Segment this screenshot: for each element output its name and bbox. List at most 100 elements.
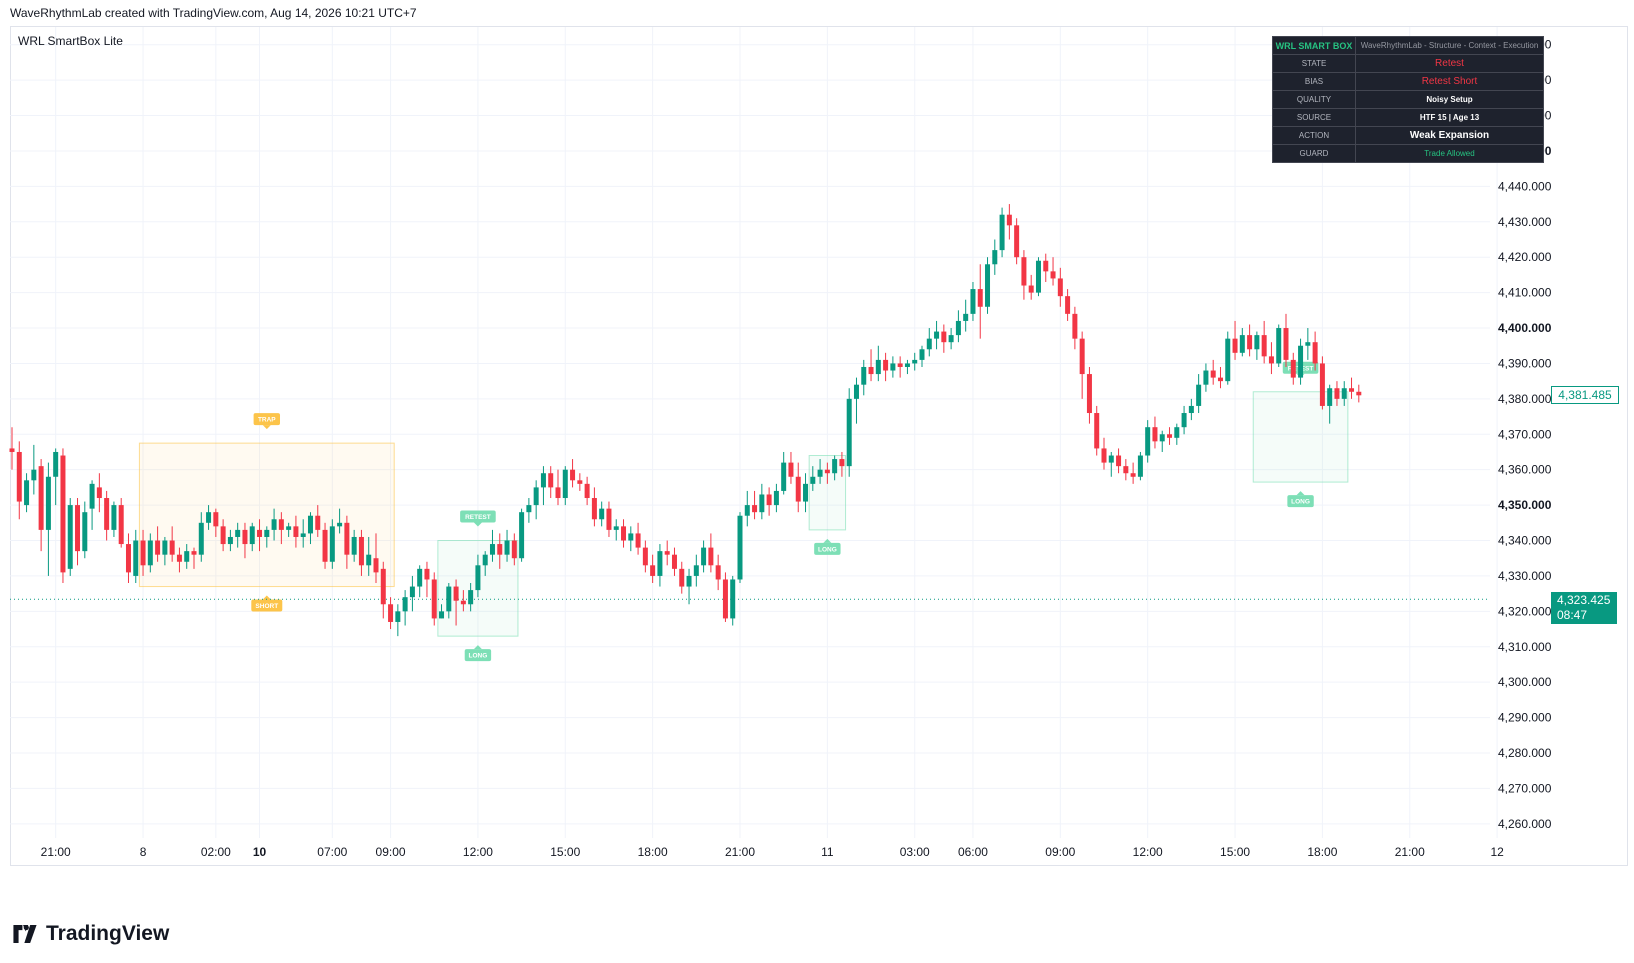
candle-body — [526, 505, 532, 513]
candle-body — [606, 508, 612, 530]
candle-body — [577, 480, 583, 484]
candle-up — [730, 575, 736, 626]
candle-body — [1079, 338, 1085, 375]
candle-body — [504, 540, 510, 555]
candle-up — [45, 462, 51, 576]
candle-body — [460, 600, 466, 605]
candle-up — [1298, 338, 1304, 385]
candle-up — [206, 505, 212, 530]
candle-up — [439, 604, 445, 619]
candle-up — [912, 352, 918, 371]
candle-down — [1079, 331, 1085, 399]
candle-up — [307, 512, 313, 545]
candle-down — [839, 451, 845, 477]
candle-up — [853, 377, 859, 424]
chart-pane[interactable] — [10, 26, 1628, 866]
candle-up — [1108, 451, 1114, 477]
candle-body — [264, 529, 270, 537]
candle-up — [992, 239, 998, 275]
candle-body — [1225, 338, 1231, 382]
candle-body — [111, 505, 117, 530]
candle-down — [1349, 377, 1355, 399]
smartbox-title: WRL SMART BOX — [1272, 36, 1356, 55]
zone-top-label-0: TRAP — [253, 413, 280, 430]
x-tick-label: 21:00 — [725, 845, 755, 859]
candle-up — [184, 544, 190, 569]
candle-up — [468, 583, 474, 612]
candle-body — [686, 575, 692, 587]
candle-body — [591, 498, 597, 520]
zone-bottom-label-1-bg — [464, 649, 492, 662]
candle-down — [373, 533, 379, 584]
candle-down — [125, 533, 131, 584]
x-tick-label: 12:00 — [1133, 845, 1163, 859]
candle-body — [118, 505, 124, 545]
candle-up — [686, 568, 692, 605]
zone-bottom-label-0-pointer — [262, 595, 271, 600]
marker-price-label: 4,381.485 — [1551, 385, 1619, 404]
zone-bottom-label-2-bg — [814, 542, 841, 555]
candle-body — [584, 483, 590, 499]
y-tick-label: 4,350.000 — [1498, 498, 1552, 512]
candle-up — [955, 310, 961, 343]
y-tick-label: 4,390.000 — [1498, 356, 1552, 370]
candle-body — [125, 544, 131, 573]
candle-body — [286, 526, 292, 530]
candle-up — [351, 529, 357, 562]
long-zone-3 — [1252, 391, 1349, 483]
candle-body — [453, 586, 459, 601]
candle-down — [60, 448, 66, 584]
candle-down — [621, 519, 627, 548]
x-tick-label: 15:00 — [550, 845, 580, 859]
candle-down — [511, 533, 517, 566]
candle-up — [985, 257, 991, 314]
candle-down — [257, 519, 263, 552]
candle-body — [1174, 427, 1180, 438]
zone-bottom-label-2-text: LONG — [818, 546, 837, 553]
candle-body — [220, 526, 226, 545]
candle-body — [1217, 377, 1223, 382]
candle-body — [1086, 374, 1092, 414]
candle-body — [1254, 335, 1260, 350]
candle-body — [1261, 335, 1267, 357]
candle-body — [82, 512, 88, 552]
candle-body — [89, 483, 95, 509]
time-axis: 21:00 8 02:00 10 07:00 09:00 12:00 15:00 18:00 21… — [41, 845, 1504, 859]
candle-body — [53, 451, 59, 477]
candle-up — [1225, 331, 1231, 385]
candle-body — [133, 540, 139, 576]
x-tick-label: 12 — [1490, 845, 1504, 859]
candle-down — [315, 505, 321, 537]
candle-body — [1101, 448, 1107, 463]
y-tick-label: 4,300.000 — [1498, 675, 1552, 689]
candle-body — [832, 459, 838, 474]
candle-down — [570, 459, 576, 488]
candles — [9, 204, 1362, 637]
candle-up — [227, 529, 233, 552]
candle-down — [1116, 448, 1122, 474]
smartbox-key-guard: GUARD — [1272, 144, 1356, 163]
candle-up — [781, 451, 787, 495]
candle-body — [351, 536, 357, 555]
candle-body — [395, 611, 401, 622]
candle-down — [1152, 416, 1158, 449]
candle-down — [453, 579, 459, 626]
candle-up — [1174, 423, 1180, 445]
y-tick-label: 4,400.000 — [1498, 321, 1552, 335]
candle-down — [766, 487, 772, 516]
candle-down — [1014, 218, 1020, 265]
indicator-title[interactable]: WRL SmartBox Lite — [18, 34, 123, 48]
candle-body — [817, 469, 823, 477]
tradingview-logo[interactable]: TradingView — [10, 922, 169, 946]
candle-body — [781, 462, 787, 491]
candle-body — [16, 451, 22, 502]
candle-body — [1028, 285, 1034, 293]
candle-body — [9, 448, 15, 452]
candle-body — [540, 473, 546, 488]
candle-body — [1196, 384, 1202, 406]
candle-body — [810, 476, 816, 484]
zone-bottom-label-2: LONG — [814, 538, 841, 555]
candle-body — [402, 597, 408, 612]
candle-body — [24, 480, 30, 506]
